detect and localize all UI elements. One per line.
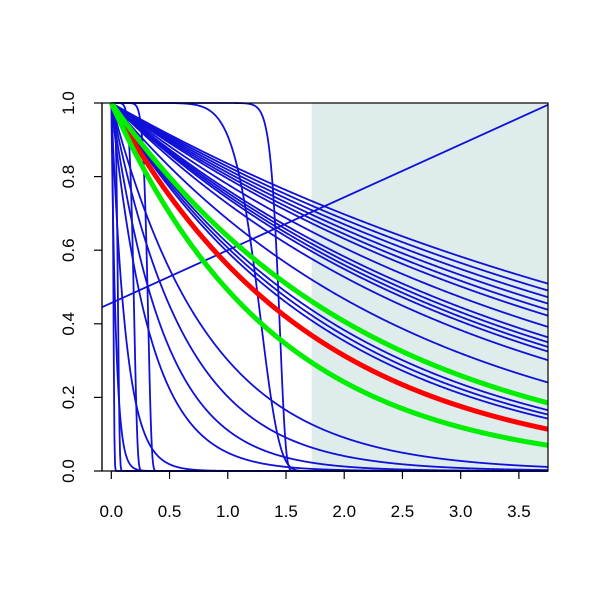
series-line-blue-11: [110, 102, 549, 353]
y-axis: 0.0 0.2 0.4 0.6 0.8 1.0: [59, 91, 103, 483]
series-line-blue-17: [110, 102, 549, 468]
series-line-blue-3: [110, 102, 549, 299]
series-line-blue-8: [110, 102, 549, 339]
shaded-region: [311, 103, 548, 471]
y-tick-label: 0.0: [59, 459, 78, 483]
series-line-green-3: [109, 101, 549, 448]
series-line-green-2: [109, 101, 549, 406]
x-tick-label: 2.0: [332, 502, 356, 521]
series-line-red-1: [109, 101, 549, 432]
y-tick-label: 0.4: [59, 312, 78, 336]
y-tick-label: 1.0: [59, 91, 78, 115]
series-line-blue-29: [101, 104, 549, 309]
series-line-blue-9: [110, 102, 549, 344]
x-tick-label: 1.0: [216, 502, 240, 521]
series-line-blue-2: [110, 102, 549, 292]
x-tick-label: 3.0: [449, 502, 473, 521]
series-line-blue-12: [110, 102, 549, 362]
x-tick-label: 0.5: [158, 502, 182, 521]
series-line-blue-6: [110, 102, 549, 317]
series-line-blue-13: [110, 102, 549, 384]
y-tick-label: 0.8: [59, 165, 78, 189]
x-tick-label: 3.5: [507, 502, 531, 521]
highlight-series-group: [109, 101, 549, 448]
series-line-blue-1: [110, 102, 549, 285]
series-line-blue-16: [110, 102, 549, 420]
x-tick-label: 1.5: [274, 502, 298, 521]
series-line-blue-7: [110, 102, 549, 328]
series-line-blue-14: [110, 102, 549, 412]
series-line-blue-15: [110, 102, 549, 416]
series-line-blue-10: [110, 102, 549, 348]
series-line-blue-5: [110, 102, 549, 311]
series-line-blue-4: [110, 102, 549, 305]
x-axis: 0.0 0.5 1.0 1.5 2.0 2.5 3.0 3.5: [99, 470, 531, 521]
series-line-blue-18: [110, 102, 549, 471]
x-tick-label: 0.0: [99, 502, 123, 521]
y-tick-label: 0.6: [59, 238, 78, 262]
x-tick-label: 2.5: [391, 502, 415, 521]
y-tick-label: 0.2: [59, 386, 78, 410]
